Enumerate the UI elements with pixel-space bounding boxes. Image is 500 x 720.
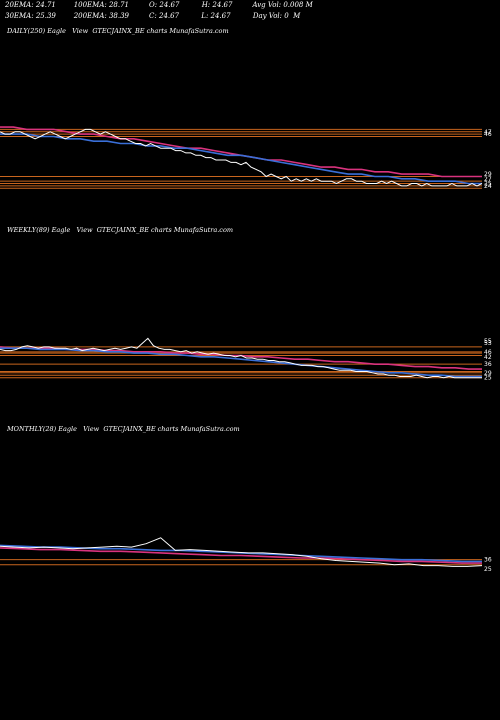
- daily-chart-title: DAILY(250) Eagle View GTECJAINX_BE chart…: [7, 27, 229, 35]
- weekly-price-label: 53: [484, 340, 492, 347]
- weekly-price-label: 25: [484, 375, 492, 382]
- ema30-value: 30EMA: 25.39: [5, 12, 56, 20]
- header-line-2: 30EMA: 25.39 200EMA: 38.39 C: 24.67 L: 2…: [5, 12, 300, 20]
- close-value: C: 24.67: [149, 12, 180, 20]
- monthly-chart-title: MONTHLY(28) Eagle View GTECJAINX_BE char…: [7, 425, 240, 433]
- weekly-chart-title: WEEKLY(89) Eagle View GTECJAINX_BE chart…: [7, 226, 234, 234]
- day-vol-value: Day Vol: 0 M: [252, 12, 301, 20]
- daily-price-label: 25: [484, 181, 492, 188]
- ema20-value: 20EMA: 24.71: [5, 1, 56, 9]
- weekly-price-line: [0, 337, 482, 379]
- ema100-value: 100EMA: 28.71: [73, 1, 130, 9]
- weekly-price-label: 29: [484, 370, 492, 377]
- weekly-price-label: 55: [484, 338, 492, 345]
- monthly-price-label: 25: [484, 566, 492, 573]
- open-value: O: 24.67: [149, 1, 180, 9]
- header-line-1: 20EMA: 24.71 100EMA: 28.71 O: 24.67 H: 2…: [5, 1, 313, 9]
- daily-price-line: [0, 128, 483, 187]
- daily-price-label: 47: [484, 129, 492, 136]
- weekly-price-label: 46: [484, 349, 492, 356]
- monthly-price-line: [0, 537, 483, 567]
- daily-price-label: 27: [484, 176, 492, 183]
- avg-vol-value: Avg Vol: 0.008 M: [252, 1, 313, 9]
- monthly-short-ema-line: [0, 544, 482, 563]
- high-value: H: 24.67: [201, 1, 233, 9]
- daily-price-label: 29: [484, 171, 492, 178]
- weekly-short-ema-line: [0, 347, 482, 378]
- low-value: L: 24.67: [201, 12, 231, 20]
- weekly-price-label: 36: [484, 361, 492, 368]
- daily-price-label: 24: [484, 183, 492, 190]
- monthly-long-ema-line: [0, 547, 482, 564]
- ema200-value: 200EMA: 38.39: [73, 12, 130, 20]
- weekly-price-label: 42: [484, 354, 492, 361]
- daily-short-ema-line: [0, 133, 482, 185]
- daily-price-label: 46: [484, 131, 492, 138]
- monthly-price-label: 36: [484, 557, 492, 564]
